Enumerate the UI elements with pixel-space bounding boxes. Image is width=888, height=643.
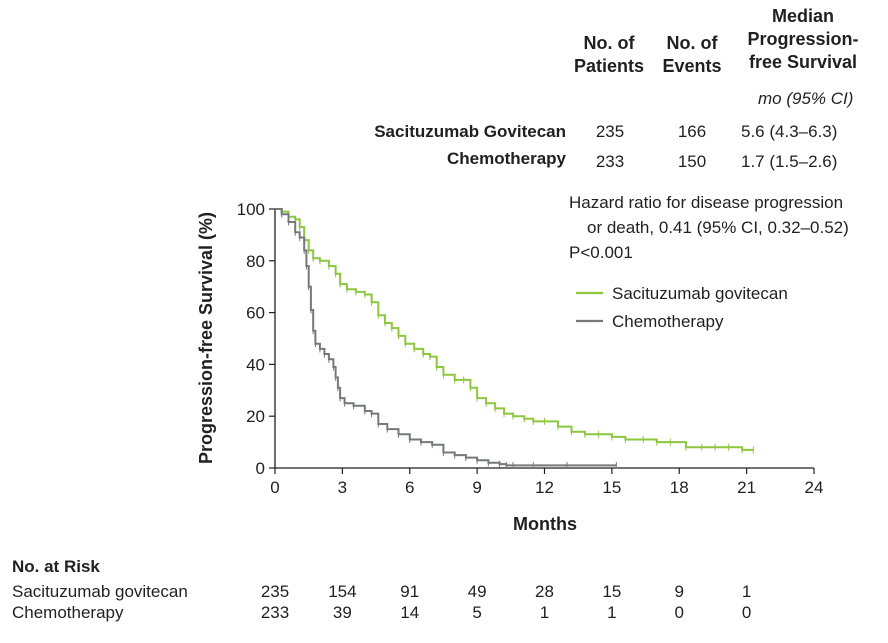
y-tick-label: 80 [246,252,265,271]
hazard-p-value: P<0.001 [569,243,633,262]
x-axis-label: Months [513,514,577,534]
risk-value: 91 [400,582,420,601]
hazard-line-2: or death, 0.41 (95% CI, 0.32–0.52) [587,218,849,237]
y-tick-label: 40 [246,355,265,374]
row-sacituzumab-events: 166 [677,122,707,141]
row-chemotherapy-median: 1.7 (1.5–2.6) [741,152,838,171]
risk-value: 0 [674,603,684,622]
row-sacituzumab-median: 5.6 (4.3–6.3) [741,122,838,141]
chart-axes: 0 3 6 9 12 15 18 21 24 0 20 40 60 80 100 [237,200,824,497]
risk-value: 1 [539,603,550,622]
y-tick-label: 60 [246,304,265,323]
x-tick-label: 3 [338,478,347,497]
risk-value: 5 [472,603,482,622]
x-tick-label: 6 [405,478,414,497]
x-tick-label: 18 [670,478,689,497]
risk-value: 235 [260,582,290,601]
risk-value: 0 [741,603,752,622]
risk-value: 28 [535,582,554,601]
x-tick-label: 15 [602,478,621,497]
x-tick-label: 21 [737,478,756,497]
units-label: mo (95% CI) [758,89,854,108]
legend-label-sacituzumab: Sacituzumab govitecan [612,284,788,303]
header-median-pfs: Median Progression- free Survival [747,6,859,72]
risk-value: 233 [260,603,290,622]
y-axis-label: Progression-free Survival (%) [196,212,216,464]
x-tick-label: 9 [472,478,481,497]
risk-value: 15 [602,582,622,601]
risk-label-chemotherapy: Chemotherapy [12,603,124,622]
header-events: No. of Events [662,33,722,76]
row-chemotherapy-events: 150 [677,152,707,171]
row-sacituzumab-patients: 235 [595,122,625,141]
risk-value: 1 [607,603,617,622]
row-sacituzumab-group: Sacituzumab Govitecan [374,122,566,141]
y-tick-label: 100 [237,200,265,219]
row-chemotherapy-patients: 233 [595,152,625,171]
x-tick-label: 0 [270,478,279,497]
row-chemotherapy-group: Chemotherapy [446,149,566,168]
hazard-line-1: Hazard ratio for disease progression [569,193,844,212]
risk-value: 14 [400,603,420,622]
risk-value: 9 [674,582,684,601]
y-tick-label: 20 [246,407,265,426]
chart-legend: Sacituzumab govitecan Chemotherapy [576,284,788,331]
risk-value: 1 [741,582,752,601]
chart-curves [275,208,754,469]
risk-value: 154 [328,582,357,601]
header-patients: No. of Patients [573,33,645,76]
x-tick-label: 24 [805,478,824,497]
x-tick-label: 12 [535,478,554,497]
risk-title: No. at Risk [12,557,100,576]
risk-label-sacituzumab: Sacituzumab govitecan [12,582,188,601]
y-tick-label: 0 [256,459,265,478]
risk-value: 49 [467,582,487,601]
risk-value: 39 [332,603,352,622]
legend-label-chemotherapy: Chemotherapy [612,312,724,331]
